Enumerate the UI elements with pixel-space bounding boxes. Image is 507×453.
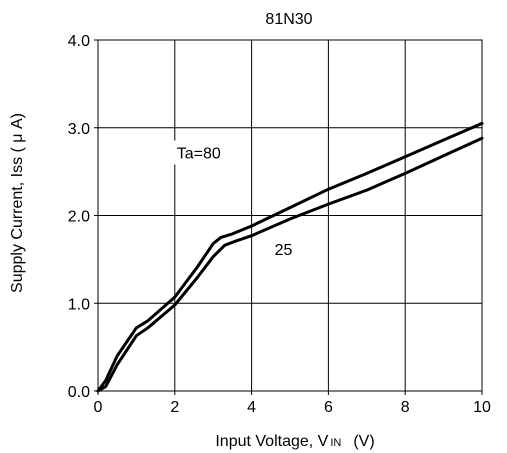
x-tick-label: 6 — [324, 399, 333, 416]
tick-labels: 0 2 4 6 8 10 0.0 1.0 2.0 3.0 4.0 — [68, 33, 491, 416]
series-label: Ta=80 — [177, 145, 221, 162]
y-tick-label: 1.0 — [68, 296, 90, 313]
grid — [98, 40, 482, 391]
y-tick-label: 0.0 — [68, 384, 90, 401]
y-tick-label: 3.0 — [68, 121, 90, 138]
x-tick-label: 2 — [170, 399, 179, 416]
x-tick-label: 4 — [247, 399, 256, 416]
x-axis-label-unit: (V) — [353, 433, 374, 450]
series-line — [96, 136, 484, 393]
series-line — [96, 121, 484, 393]
x-axis-label-main: Input Voltage, V — [215, 433, 328, 450]
y-tick-label: 2.0 — [68, 209, 90, 226]
y-axis-label: Supply Current, Iss ( μ A) — [9, 113, 26, 293]
x-tick-label: 10 — [473, 399, 491, 416]
series-labels: Ta=80 25 — [173, 140, 304, 261]
y-tick-label: 4.0 — [68, 33, 90, 50]
x-axis-label-subscript: IN — [330, 437, 341, 449]
series-label-backdrop — [173, 140, 246, 165]
x-tick-label: 8 — [401, 399, 410, 416]
x-tick-label: 0 — [94, 399, 103, 416]
series-label-backdrop — [271, 236, 304, 261]
series-label: 25 — [275, 242, 293, 259]
x-axis-label: Input Voltage, V IN (V) — [215, 433, 374, 450]
series-layer — [96, 121, 484, 393]
chart-title: 81N30 — [265, 11, 312, 28]
